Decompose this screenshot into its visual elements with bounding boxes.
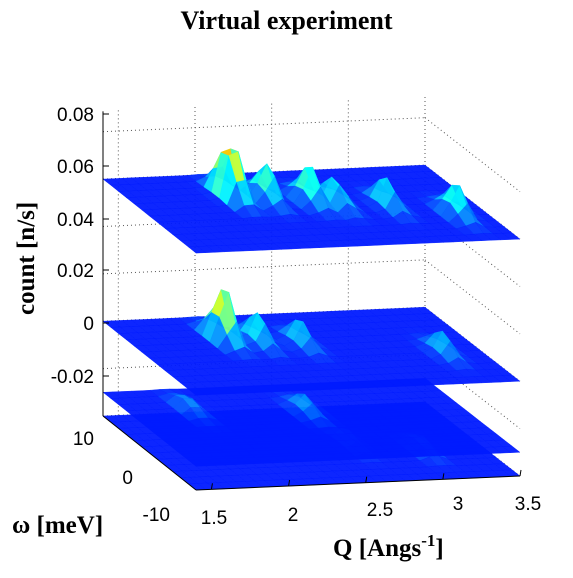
x-tick-label: 3 (453, 494, 464, 515)
grid-back-3 (102, 259, 426, 275)
z-tick-label: -0.02 (51, 367, 94, 388)
x-tick-mark (288, 479, 291, 487)
grid-side-3 (424, 259, 521, 335)
x-axis-label-close: ] (435, 535, 443, 562)
x-tick-mark (519, 469, 522, 477)
x-tick-label: 3.5 (515, 494, 541, 515)
surface-layer-2 (102, 288, 521, 396)
z-tick-label: 0.06 (57, 157, 94, 178)
surface-layer-3 (102, 148, 521, 254)
x-tick-label: 2.5 (367, 500, 393, 521)
y-tick-label: 0 (122, 468, 133, 489)
x-tick-label: 1.5 (201, 508, 227, 529)
x-tick-mark (365, 476, 368, 483)
grid-side-0 (424, 117, 521, 193)
x-tick-mark (442, 473, 445, 480)
x-axis-line (195, 475, 521, 491)
x-axis-label-main: Q [Angs (333, 535, 421, 562)
surface-layer-1 (102, 378, 521, 467)
chart-title: Virtual experiment (180, 6, 393, 35)
x-tick-label: 2 (288, 505, 299, 526)
y-tick-label: 10 (73, 429, 94, 450)
tick-labels: 1.5 2 2.5 3 3.5 10 0 -10 0.08 0.06 0.04 0.02 0 -0.02 (51, 105, 542, 529)
y-axis-label: ω [meV] (12, 512, 103, 539)
z-tick-label: 0.08 (57, 105, 94, 126)
axis-lines (102, 112, 521, 491)
z-tick-label: 0 (83, 314, 94, 335)
x-axis-label-sup: -1 (421, 531, 435, 550)
x-axis-label: Q [Angs-1] (333, 531, 444, 562)
surface-layers (102, 148, 521, 491)
z-tick-label: 0.04 (57, 210, 94, 231)
grid-back-0 (102, 117, 426, 133)
y-axis-line (102, 415, 197, 491)
z-axis-label: count [n/s] (13, 202, 40, 315)
z-tick-label: 0.02 (57, 261, 94, 282)
y-tick-label: -10 (143, 505, 170, 526)
x-tick-mark (210, 483, 213, 490)
